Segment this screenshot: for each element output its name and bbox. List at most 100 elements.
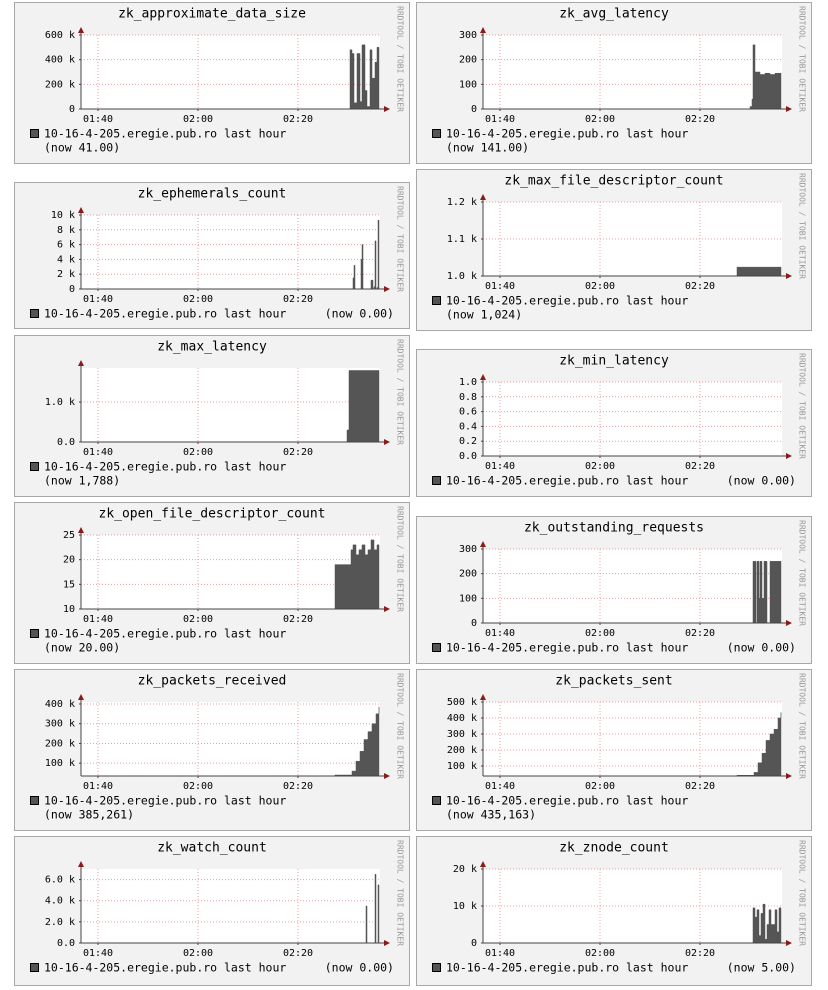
- plot-area: [81, 535, 380, 609]
- graph-panel: zk_znode_count 0 10 k 20 k 01:40 02:00 02:20 10…: [416, 836, 812, 986]
- graph-title: zk_watch_count: [157, 841, 267, 856]
- x-tick-label: 01:40: [83, 447, 113, 458]
- watermark: RRDTOOL / TOBI OETIKER: [396, 339, 405, 445]
- plot-area: [483, 549, 782, 623]
- y-tick-label: 1.2 k: [447, 197, 477, 208]
- graph-title: zk_ephemerals_count: [138, 187, 287, 202]
- y-tick-label: 10 k: [51, 210, 75, 221]
- data-area: [752, 903, 782, 944]
- y-tick-label: 2.0 k: [45, 917, 75, 928]
- graph-title: zk_max_file_descriptor_count: [504, 174, 723, 189]
- legend-swatch: [30, 963, 39, 972]
- legend-swatch: [30, 309, 39, 318]
- watermark: RRDTOOL / TOBI OETIKER: [798, 173, 807, 279]
- x-tick-label: 01:40: [83, 294, 113, 305]
- legend-swatch: [30, 129, 39, 138]
- legend-swatch: [432, 296, 441, 305]
- y-axis-arrow: [78, 694, 84, 700]
- x-tick-label: 01:40: [485, 628, 515, 639]
- data-area: [352, 219, 380, 290]
- y-tick-label: 15: [63, 579, 75, 590]
- graph-panel: zk_avg_latency 0 100 200 300 01:40 02:00 02:20 1…: [416, 2, 812, 164]
- x-tick-label: 01:40: [83, 614, 113, 625]
- watermark: RRDTOOL / TOBI OETIKER: [396, 673, 405, 779]
- plot-area: [483, 202, 782, 276]
- x-axis-arrow: [384, 439, 390, 445]
- x-axis-arrow: [384, 773, 390, 779]
- y-tick-label: 0: [471, 104, 477, 115]
- now-value: (now 0.00): [727, 641, 796, 655]
- x-tick-label: 02:20: [685, 461, 715, 472]
- watermark: RRDTOOL / TOBI OETIKER: [798, 6, 807, 112]
- y-tick-label: 1.0: [459, 377, 477, 388]
- y-tick-label: 200 k: [447, 745, 477, 756]
- x-tick-label: 01:40: [485, 281, 515, 292]
- x-tick-label: 02:20: [283, 781, 313, 792]
- x-tick-label: 01:40: [485, 461, 515, 472]
- y-tick-label: 6.0 k: [45, 875, 75, 886]
- y-tick-label: 100 k: [45, 758, 75, 769]
- legend-label: 10-16-4-205.eregie.pub.ro last hour: [44, 794, 286, 808]
- y-tick-label: 0.0: [57, 938, 75, 949]
- x-tick-label: 02:20: [685, 948, 715, 959]
- plot-area: [81, 702, 380, 776]
- y-tick-label: 0.6: [459, 407, 477, 418]
- x-axis-arrow: [384, 286, 390, 292]
- graph-panel: zk_watch_count 0.0 2.0 k 4.0 k 6.0 k 01:40 02:…: [14, 836, 410, 986]
- legend-swatch: [432, 643, 441, 652]
- graph-title: zk_min_latency: [559, 354, 669, 369]
- y-tick-label: 100: [459, 79, 477, 90]
- y-tick-label: 300: [459, 30, 477, 41]
- x-tick-label: 02:20: [283, 447, 313, 458]
- graph-panel: zk_max_latency 0.0 1.0 k 01:40 02:00 02:20 10-…: [14, 335, 410, 497]
- y-tick-label: 400 k: [45, 55, 75, 66]
- y-tick-label: 400 k: [45, 699, 75, 710]
- graph-panel: zk_outstanding_requests 0 100 200 300 01:40 02…: [416, 516, 812, 664]
- x-tick-label: 02:00: [585, 281, 615, 292]
- graph-title: zk_znode_count: [559, 841, 669, 856]
- y-tick-label: 300 k: [45, 719, 75, 730]
- y-tick-label: 0.2: [459, 436, 477, 447]
- y-axis-arrow: [78, 861, 84, 867]
- y-tick-label: 20: [63, 555, 75, 566]
- legend-label: 10-16-4-205.eregie.pub.ro last hour: [44, 460, 286, 474]
- x-tick-label: 01:40: [83, 948, 113, 959]
- y-tick-label: 0.8: [459, 392, 477, 403]
- graph-panel: zk_ephemerals_count 0 2 k 4 k 6 k 8 k 10 k 01:4…: [14, 182, 410, 329]
- legend-swatch: [432, 476, 441, 485]
- graph-panel: zk_min_latency 0.0 0.2 0.4 0.6 0.8 1.0 01:40 02:…: [416, 349, 812, 497]
- y-tick-label: 600 k: [45, 30, 75, 41]
- x-tick-label: 02:20: [283, 294, 313, 305]
- now-value: (now 435,163): [446, 808, 536, 822]
- graph-title: zk_packets_sent: [555, 674, 672, 689]
- y-tick-label: 100 k: [447, 761, 477, 772]
- y-axis-arrow: [78, 360, 84, 366]
- graph-title: zk_outstanding_requests: [524, 521, 704, 536]
- x-axis-arrow: [786, 106, 792, 112]
- y-tick-label: 0: [69, 104, 75, 115]
- x-tick-label: 01:40: [485, 781, 515, 792]
- x-tick-label: 01:40: [83, 114, 113, 125]
- graph-panel: zk_open_file_descriptor_count 10 15 20 25 01:…: [14, 502, 410, 664]
- y-axis-arrow: [480, 27, 486, 33]
- graph-panel: zk_approximate_data_size 0 200 k 400 k 600 k…: [14, 2, 410, 164]
- data-area: [349, 44, 380, 110]
- data-area: [749, 44, 782, 110]
- graph-panel: zk_max_file_descriptor_count 1.0 k 1.1 k 1.…: [416, 169, 812, 331]
- x-axis-arrow: [786, 940, 792, 946]
- x-tick-label: 02:00: [585, 114, 615, 125]
- y-tick-label: 300 k: [447, 729, 477, 740]
- legend-label: 10-16-4-205.eregie.pub.ro last hour: [446, 641, 688, 655]
- plot-area: [483, 382, 782, 456]
- legend-label: 10-16-4-205.eregie.pub.ro last hour: [44, 961, 286, 975]
- y-axis-arrow: [78, 527, 84, 533]
- x-tick-label: 02:00: [183, 948, 213, 959]
- watermark: RRDTOOL / TOBI OETIKER: [396, 6, 405, 112]
- legend-swatch: [30, 462, 39, 471]
- x-axis-arrow: [786, 773, 792, 779]
- x-tick-label: 02:00: [183, 614, 213, 625]
- plot-area: [81, 215, 380, 289]
- legend-swatch: [432, 129, 441, 138]
